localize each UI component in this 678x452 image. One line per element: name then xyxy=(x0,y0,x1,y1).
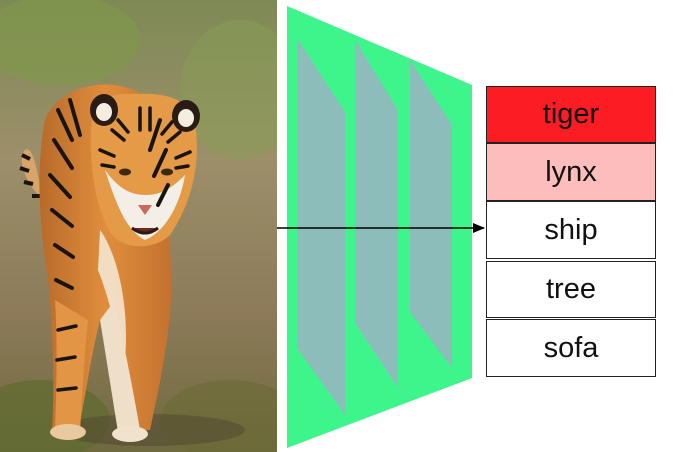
label-tree-text: tree xyxy=(546,273,596,305)
tiger-eye xyxy=(161,168,173,176)
tiger-nose xyxy=(138,205,152,215)
label-box-tree: tree xyxy=(486,261,656,318)
grass-patch xyxy=(180,20,277,160)
label-box-sofa: sofa xyxy=(486,319,656,377)
network-layer xyxy=(355,40,398,388)
tiger-eye xyxy=(119,168,131,176)
tiger-photo xyxy=(0,0,277,452)
label-box-ship: ship xyxy=(486,201,656,259)
grass-patch xyxy=(0,0,140,85)
label-box-tiger: tiger xyxy=(486,86,656,143)
network-layer xyxy=(297,38,345,415)
label-sofa-text: sofa xyxy=(543,331,599,364)
tiger-paw xyxy=(50,424,86,440)
tiger-leg xyxy=(55,300,88,432)
label-lynx-text: lynx xyxy=(545,155,597,188)
label-box-lynx: lynx xyxy=(486,143,656,201)
tiger-tail xyxy=(21,149,64,210)
network-layer xyxy=(410,60,452,368)
tiger-leg xyxy=(100,300,140,432)
label-ship-text: ship xyxy=(544,213,598,246)
tiger-paw xyxy=(112,426,148,442)
label-tiger-text: tiger xyxy=(542,98,600,130)
